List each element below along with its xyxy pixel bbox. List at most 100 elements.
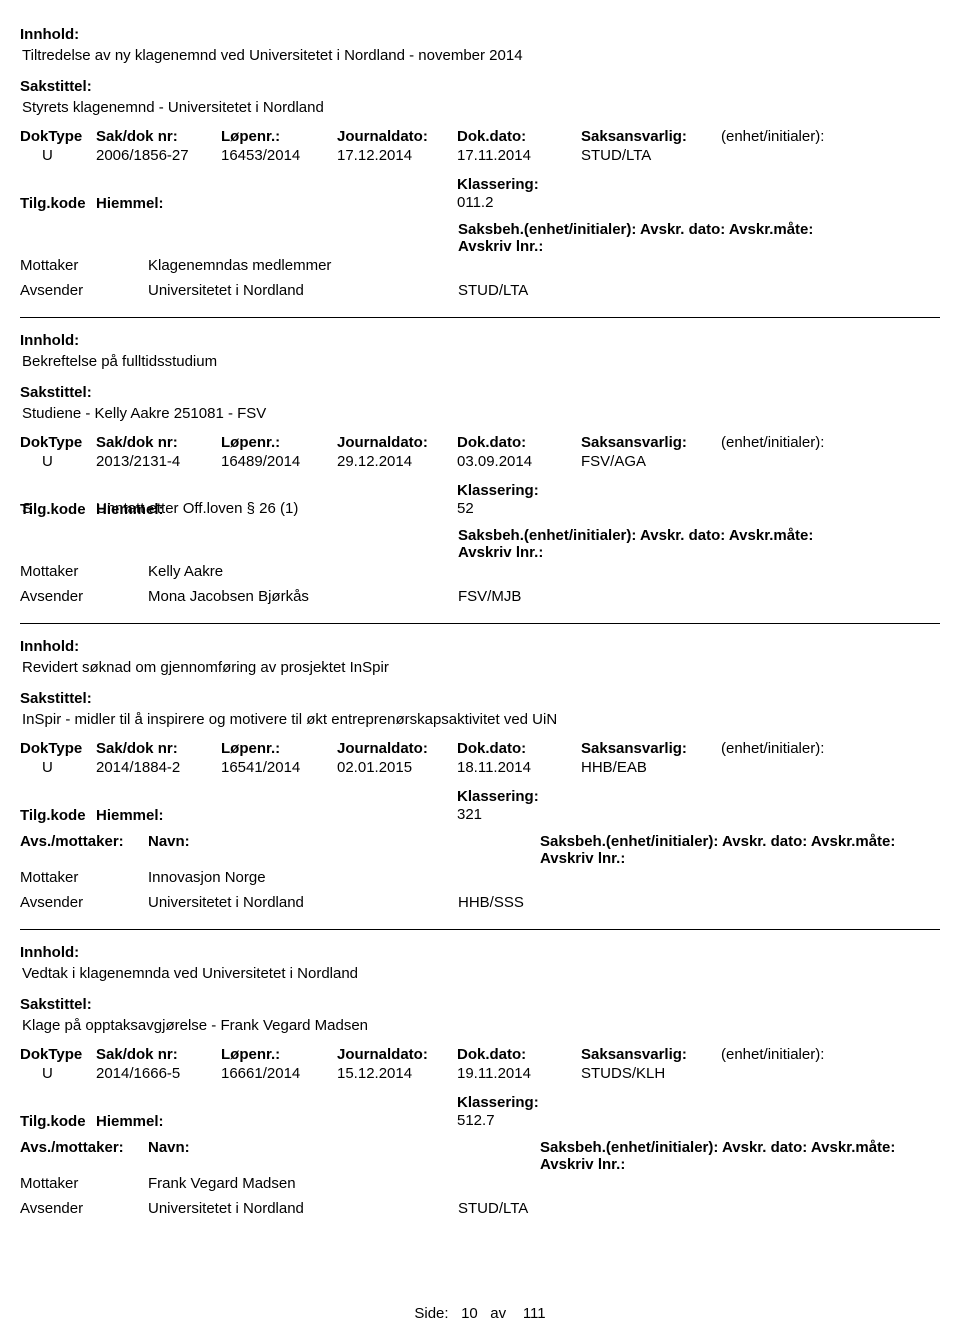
hjemmel-val: Unntatt etter Off.loven § 26 (1) — [96, 500, 457, 517]
saksansvarlig-label: Saksansvarlig: — [581, 1046, 721, 1063]
record: Innhold: Bekreftelse på fulltidsstudium Sa… — [20, 332, 940, 624]
hjemmel-label: Hiemmel: — [96, 195, 456, 212]
innhold-text: Vedtak i klagenemnda ved Universitetet i… — [20, 965, 940, 982]
enhet-label: (enhet/initialer): — [721, 434, 881, 451]
klassering-val: 512.7 — [457, 1112, 597, 1129]
page-total: 111 — [523, 1305, 546, 1322]
sakdoknr-val: 2006/1856-27 — [96, 147, 221, 164]
mottaker-label: Mottaker — [20, 869, 148, 886]
journaldato-label: Journaldato: — [337, 434, 457, 451]
avsender-label: Avsender — [20, 894, 148, 911]
saksansvarlig-val: HHB/EAB — [581, 759, 721, 776]
avsender-code: HHB/SSS — [458, 894, 582, 911]
mottaker-label: Mottaker — [20, 563, 148, 580]
klassering-val: 011.2 — [457, 194, 597, 211]
avsmottaker-label: Avs./mottaker: — [20, 1139, 148, 1156]
lopenr-label: Løpenr.: — [221, 1046, 337, 1063]
avsender-label: Avsender — [20, 282, 148, 299]
mottaker-row: MottakerKelly Aakre — [20, 563, 940, 580]
tilgkode-label: Tilg.kode — [20, 807, 96, 824]
document-container: Innhold:Tiltredelse av ny klagenemnd ved… — [20, 26, 940, 1235]
hjemmel-label: Hiemmel: — [96, 807, 456, 824]
header-row: DokTypeSak/dok nr:Løpenr.:Journaldato:Do… — [20, 128, 940, 145]
journaldato-val: 02.01.2015 — [337, 759, 457, 776]
klassering-val: 321 — [457, 806, 597, 823]
klass-header-row: Klassering: — [20, 176, 940, 193]
doktype-val: U — [20, 1065, 96, 1082]
mottaker-navn: Kelly Aakre — [148, 563, 458, 580]
doktype-label: DokType — [20, 1046, 96, 1063]
avsender-label: Avsender — [20, 588, 148, 605]
innhold-label: Innhold: — [20, 26, 940, 43]
dokdato-val: 19.11.2014 — [457, 1065, 581, 1082]
saksbeh-label: Saksbeh.(enhet/initialer): Avskr. dato: … — [540, 833, 940, 867]
sakdoknr-label: Sak/dok nr: — [96, 128, 221, 145]
avsmottaker-label: Avs./mottaker: — [20, 833, 148, 850]
doktype-label: DokType — [20, 434, 96, 451]
value-row: U2014/1666-516661/201415.12.201419.11.20… — [20, 1065, 940, 1082]
sakstittel-label: Sakstittel: — [20, 996, 940, 1013]
klass-header-row: Klassering: — [20, 482, 940, 499]
av-label: av — [490, 1305, 506, 1322]
mottaker-row: MottakerKlagenemndas medlemmer — [20, 257, 940, 274]
doktype-val: U — [20, 147, 96, 164]
dokdato-label: Dok.dato: — [457, 434, 581, 451]
saksansvarlig-label: Saksansvarlig: — [581, 128, 721, 145]
avsender-code: STUD/LTA — [458, 1200, 582, 1217]
innhold-label: Innhold: — [20, 638, 940, 655]
saksansvarlig-val: FSV/AGA — [581, 453, 721, 470]
lopenr-val: 16489/2014 — [221, 453, 337, 470]
journaldato-val: 15.12.2014 — [337, 1065, 457, 1082]
klassering-val: 52 — [457, 500, 597, 517]
enhet-label: (enhet/initialer): — [721, 128, 881, 145]
lopenr-label: Løpenr.: — [221, 740, 337, 757]
header-row: DokTypeSak/dok nr:Løpenr.:Journaldato:Do… — [20, 434, 940, 451]
sakdoknr-label: Sak/dok nr: — [96, 740, 221, 757]
sakstittel-text: InSpir - midler til å inspirere og motiv… — [20, 711, 940, 728]
avsender-code: STUD/LTA — [458, 282, 582, 299]
doktype-val: U — [20, 759, 96, 776]
side-label: Side: — [414, 1305, 448, 1322]
avsender-navn: Universitetet i Nordland — [148, 1200, 458, 1217]
sakstittel-text: Styrets klagenemnd - Universitetet i Nor… — [20, 99, 940, 116]
mottaker-label: Mottaker — [20, 257, 148, 274]
hjemmel-label: Hiemmel: — [96, 1113, 456, 1130]
sakstittel-label: Sakstittel: — [20, 78, 940, 95]
tilgkode-val: S — [20, 500, 96, 517]
sakdoknr-label: Sak/dok nr: — [96, 434, 221, 451]
journaldato-label: Journaldato: — [337, 1046, 457, 1063]
sakdoknr-val: 2014/1884-2 — [96, 759, 221, 776]
avsender-row: AvsenderUniversitetet i NordlandHHB/SSS — [20, 894, 940, 911]
journaldato-val: 29.12.2014 — [337, 453, 457, 470]
sakstittel-label: Sakstittel: — [20, 384, 940, 401]
navn-label: Navn: — [148, 833, 540, 850]
value-row: U2013/2131-416489/201429.12.201403.09.20… — [20, 453, 940, 470]
klassering-label: Klassering: — [457, 482, 581, 499]
lopenr-label: Løpenr.: — [221, 434, 337, 451]
navn-label: Navn: — [148, 1139, 540, 1156]
mottaker-row: MottakerInnovasjon Norge — [20, 869, 940, 886]
innhold-text: Bekreftelse på fulltidsstudium — [20, 353, 940, 370]
lopenr-label: Løpenr.: — [221, 128, 337, 145]
enhet-label: (enhet/initialer): — [721, 1046, 881, 1063]
saksansvarlig-val: STUD/LTA — [581, 147, 721, 164]
sakdoknr-label: Sak/dok nr: — [96, 1046, 221, 1063]
avsender-navn: Mona Jacobsen Bjørkås — [148, 588, 458, 605]
journaldato-label: Journaldato: — [337, 128, 457, 145]
klass-header-row: Klassering: — [20, 1094, 940, 1111]
lopenr-val: 16453/2014 — [221, 147, 337, 164]
dokdato-label: Dok.dato: — [457, 128, 581, 145]
mottaker-navn: Frank Vegard Madsen — [148, 1175, 458, 1192]
saksbeh-row: Saksbeh.(enhet/initialer): Avskr. dato: … — [20, 221, 940, 255]
avsender-row: AvsenderMona Jacobsen BjørkåsFSV/MJB — [20, 588, 940, 605]
avsender-row: AvsenderUniversitetet i NordlandSTUD/LTA — [20, 1200, 940, 1217]
innhold-text: Revidert søknad om gjennomføring av pros… — [20, 659, 940, 676]
journaldato-label: Journaldato: — [337, 740, 457, 757]
doktype-val: U — [20, 453, 96, 470]
saksbeh-label: Saksbeh.(enhet/initialer): Avskr. dato: … — [458, 221, 858, 255]
avsender-navn: Universitetet i Nordland — [148, 894, 458, 911]
dokdato-label: Dok.dato: — [457, 740, 581, 757]
avsender-label: Avsender — [20, 1200, 148, 1217]
innhold-label: Innhold: — [20, 332, 940, 349]
record: Innhold:Vedtak i klagenemnda ved Univers… — [20, 944, 940, 1235]
